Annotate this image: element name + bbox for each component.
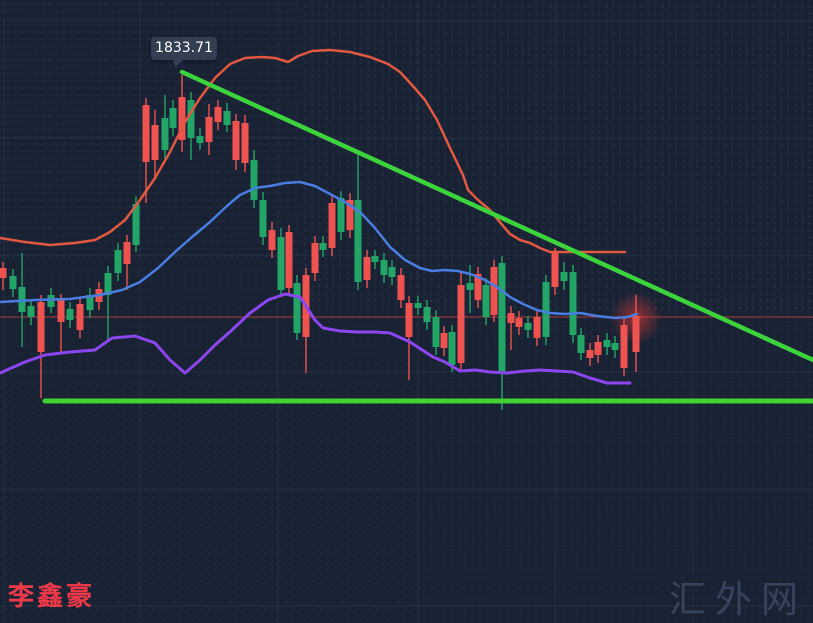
- candle-body: [132, 204, 140, 245]
- mid-ma-blue-line: [0, 180, 639, 320]
- candle-body: [328, 203, 336, 248]
- candle-body: [214, 107, 222, 122]
- candle-body: [466, 283, 474, 290]
- candle-body: [232, 121, 240, 160]
- candle-body: [423, 307, 431, 322]
- candle-body: [250, 160, 258, 200]
- candle-body: [457, 285, 465, 363]
- lower-band-purple-line: [0, 292, 632, 385]
- candle-body: [37, 302, 45, 352]
- candle-body: [293, 283, 301, 333]
- candle-body: [268, 230, 276, 250]
- candle-body: [448, 332, 456, 365]
- candle-body: [371, 256, 379, 262]
- candle-body: [205, 117, 213, 142]
- candle-body: [507, 313, 515, 323]
- price-tooltip: 1833.71: [151, 37, 217, 67]
- candle-body: [405, 303, 413, 337]
- candle-body: [594, 342, 602, 355]
- candle-body: [551, 252, 559, 287]
- candle-body: [560, 272, 568, 281]
- candle-body: [515, 318, 523, 327]
- candle-body: [346, 200, 354, 230]
- candle-body: [611, 343, 619, 350]
- candle-body: [259, 200, 267, 237]
- candle-body: [337, 198, 345, 232]
- candle-body: [474, 274, 482, 300]
- candle-body: [533, 317, 541, 338]
- candle-body: [632, 316, 640, 352]
- candle-body: [104, 273, 112, 295]
- candle-body: [388, 267, 396, 277]
- candle-body: [397, 275, 405, 300]
- candle-body: [285, 232, 293, 288]
- candle-body: [440, 333, 448, 348]
- candle-body: [620, 325, 628, 368]
- candle-body: [161, 118, 169, 150]
- candle-body: [354, 200, 362, 282]
- author-signature: 李鑫豪: [8, 582, 96, 612]
- candle-body: [414, 303, 422, 308]
- candle-body: [577, 335, 585, 353]
- candle-body: [47, 295, 55, 307]
- candle-body: [151, 125, 159, 160]
- candle-body: [57, 300, 65, 322]
- candle-body: [569, 272, 577, 335]
- candle-body: [27, 306, 35, 317]
- candle-body: [76, 304, 84, 330]
- candle-body: [169, 108, 177, 128]
- candle-body: [0, 268, 7, 278]
- candle-body: [542, 282, 550, 337]
- price-tooltip-value: 1833.71: [155, 40, 213, 56]
- site-watermark: 汇外网: [669, 578, 807, 621]
- candle-body: [114, 250, 122, 273]
- candle-body: [490, 267, 498, 315]
- candle-body: [524, 323, 532, 330]
- upper-band-orange-line: [0, 48, 627, 254]
- candle-body: [241, 123, 249, 163]
- candle-body: [319, 243, 327, 250]
- candle-body: [380, 260, 388, 275]
- candle-body: [178, 97, 186, 140]
- candle-body: [311, 243, 319, 273]
- candle-body: [123, 242, 131, 264]
- candle-body: [603, 340, 611, 347]
- candle-body: [187, 100, 195, 138]
- candle-body: [432, 317, 440, 347]
- candle-body: [586, 350, 594, 358]
- candle-body: [86, 295, 94, 310]
- candle-body: [196, 136, 204, 143]
- candle-body: [482, 285, 490, 317]
- descending-trendline: [179, 69, 813, 363]
- candle-body: [66, 309, 74, 320]
- candle-body: [223, 111, 231, 125]
- candle-body: [363, 257, 371, 280]
- candle-body: [9, 276, 17, 289]
- candle-body: [498, 263, 506, 372]
- candle-body: [142, 105, 150, 162]
- candle-body: [277, 237, 285, 290]
